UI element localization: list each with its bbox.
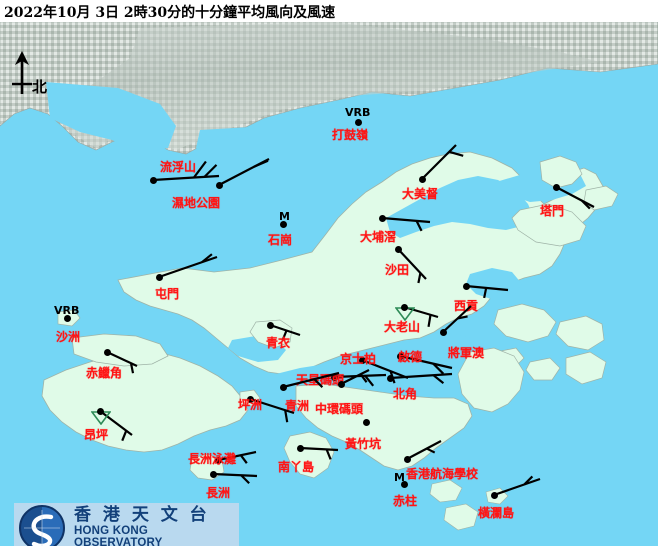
station-missing-tag: M (279, 210, 290, 223)
station-label: 啟德 (398, 350, 423, 364)
station-dot-icon (268, 323, 273, 328)
hko-name-en: HONG KONG OBSERVATORY (74, 524, 163, 546)
station-label: 天星碼頭 (296, 373, 345, 387)
station-dot-icon (402, 305, 407, 310)
station-label: 大老山 (384, 320, 421, 334)
station-label: 香港航海學校 (406, 467, 479, 481)
station-label: 西貢 (454, 299, 479, 313)
map-canvas[interactable]: 北 VRB 打鼓嶺流浮山濕地公園 M 石崗屯門 大美督大埔滘沙田 塔門 VRB 沙洲赤鱲角昂坪… (0, 22, 658, 546)
station-label: 打鼓嶺 (332, 128, 369, 142)
chek-lap-kok (71, 333, 169, 367)
station-dot-icon (388, 376, 393, 381)
station-dot-icon (298, 446, 303, 451)
station-label: 青洲 (285, 399, 310, 413)
station-label: 京士柏 (340, 352, 377, 366)
station-label: 長洲 (206, 486, 231, 500)
hko-logo-text: 香 港 天 文 台 HONG KONG OBSERVATORY (74, 505, 239, 546)
station-label: 大埔滘 (360, 230, 397, 244)
station-dot-icon (398, 354, 403, 359)
station-label: 沙田 (385, 263, 410, 277)
station-dot-icon (98, 409, 103, 414)
page-title: 2022年10月 3日 2時30分的十分鐘平均風向及風速 (4, 5, 336, 21)
station-missing-tag: M (394, 471, 405, 484)
station-dot-icon (211, 472, 216, 477)
station-dot-icon (105, 350, 110, 355)
station-dot-icon (464, 284, 469, 289)
hko-logo-icon (18, 504, 66, 546)
mainland-shade (52, 22, 600, 150)
station-dot-icon (441, 330, 446, 335)
station-dot-icon (492, 493, 497, 498)
station-dot-icon (360, 358, 365, 363)
station-dot-icon (248, 397, 253, 402)
station-dot-icon (217, 183, 222, 188)
station-label: 昂坪 (84, 428, 109, 442)
sai-kung-islands (493, 303, 607, 385)
station-label: 南丫島 (278, 460, 315, 474)
station-label: 赤鱲角 (86, 366, 123, 380)
station-label: 赤柱 (393, 494, 418, 508)
station-label: 北角 (393, 387, 418, 401)
title-bar: 2022年10月 3日 2時30分的十分鐘平均風向及風速 (0, 0, 658, 22)
hko-name-cn: 香 港 天 文 台 (74, 505, 210, 526)
north-arrow-icon: 北 (6, 50, 66, 96)
station-dot-icon (396, 247, 401, 252)
station-dot-icon (554, 185, 559, 190)
station-dot-icon (420, 177, 425, 182)
station-label: 長洲泳灘 (188, 452, 237, 466)
station-dot-icon (405, 457, 410, 462)
station-dot-icon (380, 216, 385, 221)
station-label: 流浮山 (160, 160, 197, 174)
north-label: 北 (32, 78, 48, 96)
clearwater-bay-peninsula (457, 347, 525, 413)
station-label: 濕地公園 (172, 196, 221, 210)
station-dot-icon (65, 316, 70, 321)
station-label: 青衣 (266, 336, 291, 350)
station-dot-icon (356, 120, 361, 125)
station-label: 塔門 (540, 204, 565, 218)
station-vrb-tag: VRB (345, 106, 371, 119)
station-label: 坪洲 (238, 398, 263, 412)
station-vrb-tag: VRB (54, 304, 80, 317)
sai-kung-inlets (466, 268, 522, 300)
station-label: 將軍澳 (448, 346, 485, 360)
station-label: 屯門 (155, 287, 180, 301)
shenzhen-bay (46, 82, 176, 152)
station-dot-icon (157, 275, 162, 280)
hko-logo: 香 港 天 文 台 HONG KONG OBSERVATORY (14, 503, 239, 546)
station-label: 石崗 (268, 233, 293, 247)
station-dot-icon (151, 178, 156, 183)
station-dot-icon (281, 385, 286, 390)
station-label: 沙洲 (56, 330, 81, 344)
station-dot-icon (216, 458, 221, 463)
station-dot-icon (402, 482, 407, 487)
station-label: 中環碼頭 (315, 402, 364, 416)
station-label: 黃竹坑 (345, 437, 382, 451)
station-dot-icon (339, 382, 344, 387)
station-dot-icon (281, 222, 286, 227)
lamma-island (283, 431, 335, 479)
station-label: 橫瀾島 (478, 506, 515, 520)
map-geography (0, 22, 658, 546)
station-dot-icon (364, 420, 369, 425)
station-label: 大美督 (402, 187, 439, 201)
